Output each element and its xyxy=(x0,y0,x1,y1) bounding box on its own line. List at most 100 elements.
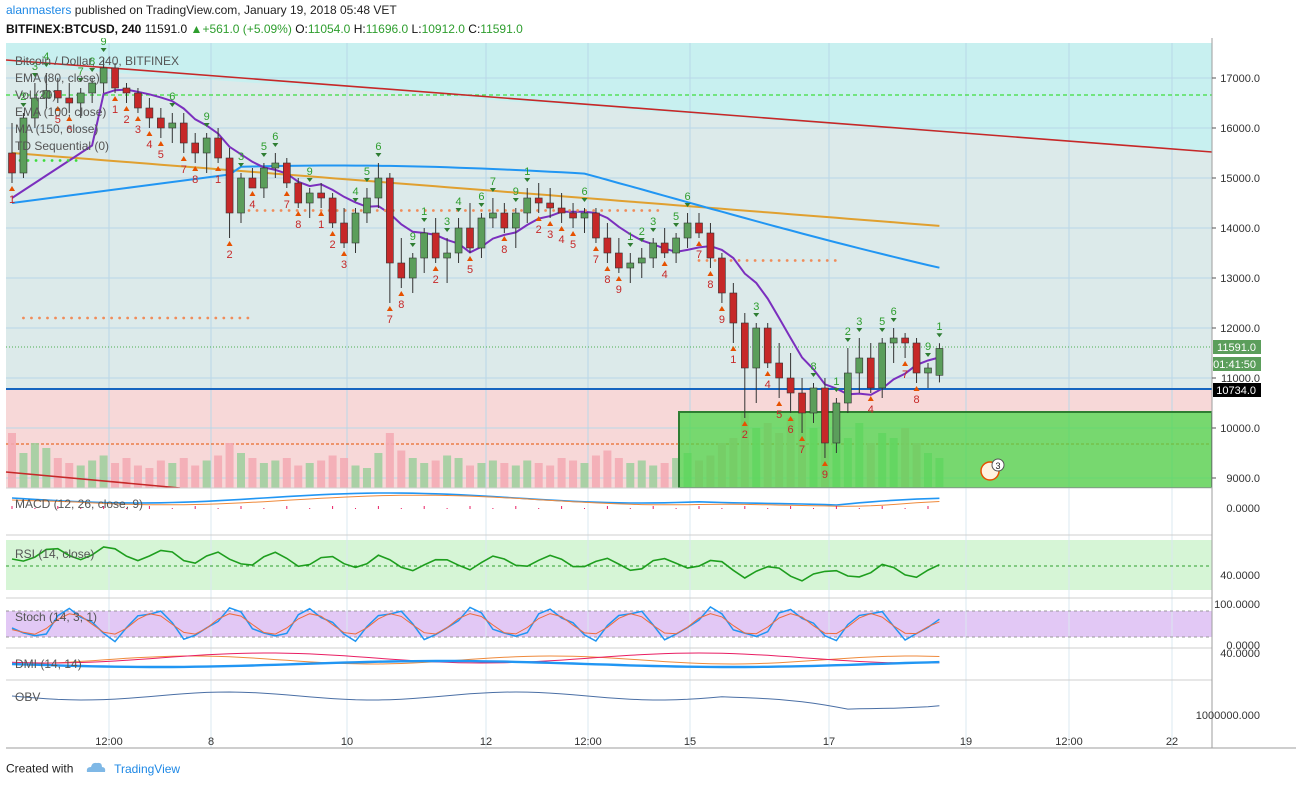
time-tick-label: 12:00 xyxy=(95,736,123,748)
td-count-label: 8 xyxy=(810,361,816,373)
candle xyxy=(397,262,406,279)
td-dot xyxy=(30,316,33,320)
td-count-label: 8 xyxy=(295,219,301,231)
obv-label[interactable]: OBV xyxy=(15,690,40,704)
td-count-label: 4 xyxy=(249,199,255,211)
td-dot xyxy=(439,209,443,212)
td-buy-arrow xyxy=(547,221,554,226)
td-dot xyxy=(142,316,146,320)
stoch-label[interactable]: Stoch (14, 3, 1) xyxy=(15,610,97,624)
ema100-line xyxy=(11,164,940,269)
td-sell-arrow xyxy=(890,318,897,322)
td-dot xyxy=(34,159,38,162)
td-buy-arrow xyxy=(295,211,302,216)
time-tick-label: 12:00 xyxy=(1055,736,1083,748)
td-sell-arrow xyxy=(409,243,416,247)
macd-label[interactable]: MACD (12, 26, close, 9) xyxy=(15,497,143,511)
volume-bar xyxy=(168,463,177,488)
td-count-label: 8 xyxy=(707,279,713,291)
dmi-tick: 40.0000 xyxy=(1220,648,1260,660)
td-sell-arrow xyxy=(352,198,359,202)
td-count-label: 5 xyxy=(467,264,473,276)
rsi-line xyxy=(11,546,940,582)
legend-ema100[interactable]: EMA (100, close) xyxy=(15,105,106,119)
td-dot xyxy=(568,209,572,212)
price-tick-label: 12000.0 xyxy=(1220,323,1260,335)
td-dot xyxy=(190,316,194,320)
legend-vol[interactable]: Vol (20) xyxy=(15,88,56,102)
author-link[interactable]: alanmasters xyxy=(6,3,72,17)
td-sell-arrow xyxy=(20,103,27,107)
tradingview-logo-icon xyxy=(85,761,107,778)
volume-bar xyxy=(534,463,543,488)
td-count-label: 9 xyxy=(719,314,725,326)
candle xyxy=(763,327,772,364)
support-box[interactable] xyxy=(678,411,1213,489)
candle xyxy=(672,237,680,254)
candle xyxy=(546,202,554,209)
volume-bar xyxy=(305,463,314,488)
td-dot xyxy=(488,209,491,212)
volume-bar xyxy=(294,465,303,488)
price-tick-label: 16000.0 xyxy=(1220,123,1260,135)
td-count-label: 4 xyxy=(662,269,668,281)
countdown-badge-bg xyxy=(1213,357,1261,371)
td-dot xyxy=(118,316,122,320)
volume-bar xyxy=(500,463,509,488)
candles xyxy=(8,58,944,458)
countdown-badge: 01:41:50 xyxy=(1213,359,1256,371)
td-count-label: 6 xyxy=(272,131,278,143)
candle xyxy=(225,157,234,214)
chart-canvas[interactable]: 1234567891234567891234567891234567891234… xyxy=(0,38,1300,760)
td-count-label: 2 xyxy=(742,429,748,441)
td-count-label: 3 xyxy=(444,216,450,228)
td-dot xyxy=(624,209,628,212)
td-count-label: 8 xyxy=(501,244,507,256)
event-badge[interactable]: 3 xyxy=(980,458,1005,481)
price-tick-label: 13000.0 xyxy=(1220,273,1260,285)
time-axis-ticks[interactable]: 12:00 8 10 12 12:00 15 17 19 12:00 22 xyxy=(95,736,1178,748)
candle xyxy=(340,222,348,244)
td-dot xyxy=(222,316,226,320)
price-axis-ticks[interactable]: 17000.0 16000.0 15000.0 14000.0 13000.0 12000… xyxy=(1212,73,1260,485)
td-dot xyxy=(246,316,250,320)
rsi-label[interactable]: RSI (14, close) xyxy=(15,547,94,561)
dmi-label[interactable]: DMI (14, 14) xyxy=(15,657,82,671)
legend-ma150[interactable]: MA (150, close) xyxy=(15,122,98,136)
candle xyxy=(454,227,463,254)
candle xyxy=(111,67,119,89)
volume-bar xyxy=(76,465,85,488)
td-dot xyxy=(785,259,789,262)
resistance-trendline[interactable] xyxy=(5,59,1213,153)
td-count-label: 2 xyxy=(639,226,645,238)
candle xyxy=(237,177,245,214)
td-dot xyxy=(230,316,234,320)
footer: Created with TradingView xyxy=(6,761,180,778)
price-tick-label: 14000.0 xyxy=(1220,223,1260,235)
candle xyxy=(889,337,898,344)
td-count-label: 7 xyxy=(902,369,908,381)
lower-trendline[interactable] xyxy=(5,471,181,489)
td-buy-arrow xyxy=(341,251,348,256)
tradingview-link[interactable]: TradingView xyxy=(114,761,181,776)
td-dot xyxy=(255,209,259,212)
indicator-legend: Bitcoin / Dollar, 240, BITFINEX EMA (80,… xyxy=(15,54,179,153)
td-buy-arrow xyxy=(718,306,725,311)
candle xyxy=(42,90,51,99)
last-price: 11591.0 xyxy=(144,22,188,36)
published-text: published on TradingView.com, January 19… xyxy=(74,3,397,17)
td-sell-arrow xyxy=(925,353,931,357)
td-sell-arrow xyxy=(581,198,588,202)
td-count-label: 6 xyxy=(684,191,690,203)
td-dot xyxy=(745,259,749,262)
candle xyxy=(557,207,566,214)
legend-ema80[interactable]: EMA (80, close) xyxy=(15,71,100,85)
legend-td[interactable]: TD Sequential (0) xyxy=(15,139,109,153)
td-dot xyxy=(279,209,283,212)
td-buy-arrow xyxy=(501,236,508,241)
candle xyxy=(637,257,646,264)
volume-bar xyxy=(523,460,532,488)
volume-bar xyxy=(362,468,371,488)
td-dot xyxy=(407,209,411,212)
td-sell-arrow xyxy=(844,338,851,342)
